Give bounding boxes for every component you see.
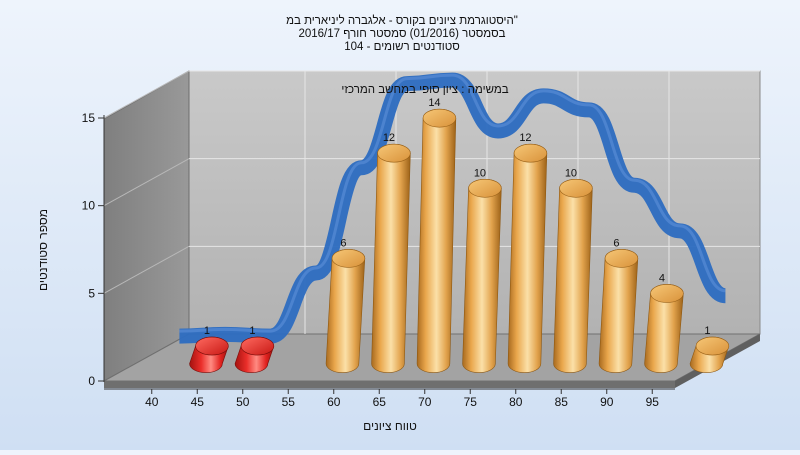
x-tick-label-60: 60 (327, 395, 341, 409)
trend-curve (179, 72, 728, 344)
y-tick-label: 10 (82, 199, 96, 213)
bar-body (553, 178, 593, 373)
title-line-3: סטודנטים רשומים - 104 (344, 41, 460, 53)
bar-cap (559, 178, 593, 198)
bar-cap (695, 336, 730, 356)
left-wall (103, 70, 190, 382)
bar-cap (604, 249, 639, 268)
x-tick-label-90: 90 (600, 395, 614, 409)
chart-title: היסטוגרמת ציונים בקורס - אלגברה ליניארית… (286, 14, 518, 53)
title-line-1: היסטוגרמת ציונים בקורס - אלגברה ליניארית… (286, 14, 518, 27)
bar-90: 4 (644, 272, 684, 373)
bar-label-65: 14 (428, 97, 440, 109)
title-line-2: בסמסטר (01/2016) סמסטר חורף 2016/17 (298, 28, 505, 40)
bar-75: 12 (507, 132, 548, 373)
bar-45: 1 (234, 325, 275, 373)
bar-cap (240, 336, 275, 356)
bar-label-85: 6 (613, 237, 619, 249)
y-tick-label: 5 (88, 286, 95, 300)
bar-cap (377, 143, 411, 163)
bar-cap (650, 284, 684, 303)
x-tick-label-45: 45 (191, 395, 205, 409)
bar-85: 6 (598, 237, 639, 373)
bar-label-75: 12 (519, 132, 531, 144)
bar-label-70: 10 (474, 167, 486, 179)
bar-55: 6 (325, 237, 366, 373)
x-tick-label-55: 55 (282, 395, 296, 409)
y-tick-label: 0 (88, 374, 95, 388)
bar-cap (468, 178, 502, 198)
bar-body (507, 143, 548, 373)
bar-65: 14 (416, 97, 457, 373)
bar-label-60: 12 (383, 132, 395, 144)
bar-body (371, 143, 411, 373)
bar-label-45: 1 (249, 325, 255, 337)
bar-95: 1 (689, 325, 730, 373)
trend-curve-highlight (179, 73, 726, 333)
x-tick-label-70: 70 (418, 395, 432, 409)
x-tick-label-50: 50 (236, 395, 250, 409)
x-tick-label-80: 80 (509, 395, 523, 409)
y-axis-title: מספר סטודנטים (36, 209, 50, 291)
bar-body (598, 249, 639, 373)
x-axis: 40 45 50 55 60 65 70 75 80 85 90 95 (104, 388, 675, 409)
x-tick-label-85: 85 (555, 395, 569, 409)
bar-70: 10 (462, 167, 502, 373)
bar-label-80: 10 (565, 167, 577, 179)
x-tick-label-95: 95 (646, 395, 660, 409)
grid-line-side (103, 158, 190, 207)
bar-body (325, 249, 366, 373)
floor-front-edge (104, 381, 675, 388)
bar-cap (195, 336, 229, 356)
bar-cap (513, 143, 548, 163)
y-axis: 0 5 10 15 (82, 111, 105, 388)
grid-line-side (103, 70, 190, 119)
bar-60: 12 (371, 132, 411, 373)
bar-body (462, 178, 502, 373)
bars: 1 1 6 12 14 10 12 10 6 4 1 (189, 97, 730, 373)
bar-label-55: 6 (340, 237, 346, 249)
bar-40: 1 (189, 325, 229, 373)
bar-80: 10 (553, 167, 593, 373)
bar-label-40: 1 (204, 325, 210, 337)
x-axis-title: טווח ציונים (363, 419, 417, 433)
y-tick-label: 15 (82, 111, 96, 125)
x-tick-label-40: 40 (145, 395, 159, 409)
x-tick-label-65: 65 (373, 395, 387, 409)
chart-subtitle: במשימה : ציון סופי במחשב המרכזי (341, 84, 508, 96)
x-tick-label-75: 75 (464, 395, 478, 409)
trend-band (179, 72, 728, 344)
bar-body (416, 108, 457, 373)
bar-cap (331, 249, 366, 268)
bar-label-90: 4 (659, 272, 665, 284)
grid-line-side (103, 245, 190, 294)
bar-cap (422, 108, 457, 128)
bar-label-95: 1 (704, 325, 710, 337)
